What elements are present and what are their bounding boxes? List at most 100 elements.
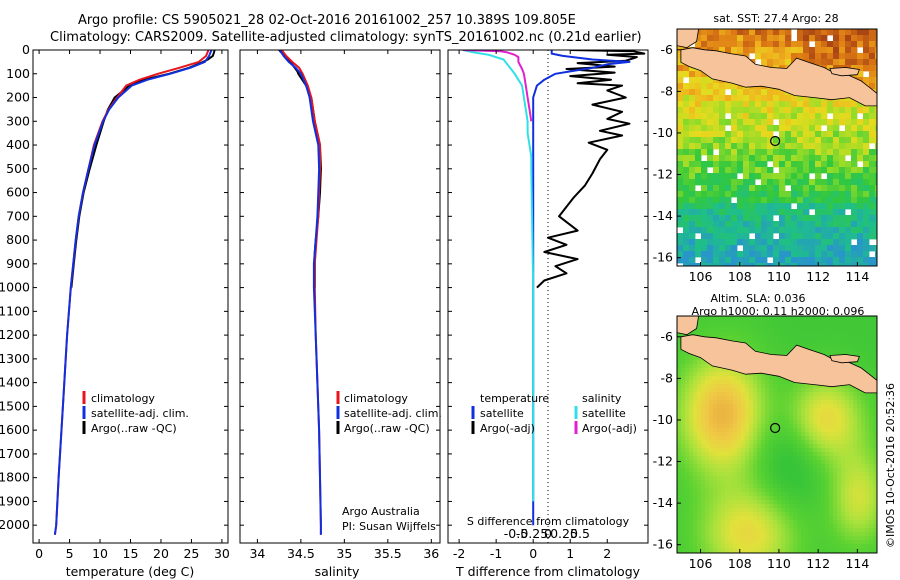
map-cell xyxy=(827,185,834,192)
map-cell xyxy=(789,324,794,329)
map-cell xyxy=(721,416,726,421)
map-cell xyxy=(813,540,818,545)
map-cell xyxy=(791,137,798,144)
map-cell xyxy=(717,540,722,545)
x-tick-label: 2 xyxy=(603,546,611,561)
map-cell xyxy=(815,107,822,114)
map-cell xyxy=(857,59,864,66)
map-cell xyxy=(837,328,842,333)
x-tick-label: 110 xyxy=(767,556,791,571)
map-cell xyxy=(681,472,686,477)
map-cell xyxy=(825,436,830,441)
map-cell xyxy=(785,384,790,389)
map-cell xyxy=(767,149,774,156)
map-cell xyxy=(707,143,714,150)
map-cell xyxy=(745,328,750,333)
map-cell xyxy=(863,65,870,72)
map-cell xyxy=(709,488,714,493)
map-cell xyxy=(733,492,738,497)
map-cell xyxy=(829,388,834,393)
map-cell xyxy=(689,107,696,114)
map-cell xyxy=(681,424,686,429)
map-cell xyxy=(821,324,826,329)
map-cell xyxy=(777,532,782,537)
map-cell xyxy=(873,496,877,501)
map-cell xyxy=(697,428,702,433)
map-cell xyxy=(681,488,686,493)
map-cell xyxy=(857,444,862,449)
map-cell xyxy=(719,83,726,90)
map-cell xyxy=(743,95,750,102)
map-cell xyxy=(809,332,814,337)
map-cell xyxy=(865,416,870,421)
map-cell xyxy=(757,480,762,485)
map-cell xyxy=(845,496,850,501)
map-cell xyxy=(815,35,822,42)
map-cell xyxy=(689,71,696,78)
map-cell xyxy=(769,532,774,537)
map-cell xyxy=(773,452,778,457)
map-cell xyxy=(849,512,854,517)
map-cell xyxy=(767,95,774,102)
map-cell xyxy=(677,356,682,361)
map-cell xyxy=(781,428,786,433)
map-cell xyxy=(821,336,826,341)
map-cell xyxy=(779,59,786,66)
map-cell xyxy=(789,528,794,533)
map-cell xyxy=(861,480,866,485)
x-tick-label: 15 xyxy=(123,546,139,561)
map-cell xyxy=(743,221,750,228)
map-cell xyxy=(709,532,714,537)
map-cell xyxy=(805,324,810,329)
map-cell xyxy=(813,444,818,449)
map-cell xyxy=(851,185,858,192)
map-cell xyxy=(733,436,738,441)
map-cell xyxy=(805,472,810,477)
map-cell xyxy=(755,125,762,132)
map-cell xyxy=(721,424,726,429)
map-cell xyxy=(757,464,762,469)
map-cell xyxy=(733,484,738,489)
map-cell xyxy=(677,77,684,84)
map-cell xyxy=(805,496,810,501)
map-cell xyxy=(701,203,708,210)
map-cell xyxy=(861,432,866,437)
map-cell xyxy=(869,125,876,132)
map-cell xyxy=(821,344,826,349)
map-cell xyxy=(833,420,838,425)
map-cell xyxy=(693,416,698,421)
map-cell xyxy=(685,388,690,393)
map-cell xyxy=(719,185,726,192)
map-cell xyxy=(865,368,870,373)
map-cell xyxy=(713,221,720,228)
map-cell xyxy=(737,464,742,469)
map-cell xyxy=(845,448,850,453)
map-cell xyxy=(713,384,718,389)
map-cell xyxy=(757,372,762,377)
map-cell xyxy=(865,400,870,405)
map-cell xyxy=(849,468,854,473)
map-cell xyxy=(761,472,766,477)
map-cell xyxy=(713,444,718,449)
map-cell xyxy=(815,257,822,264)
map-cell xyxy=(821,35,828,42)
map-cell xyxy=(779,113,786,120)
map-cell xyxy=(809,544,814,549)
map-cell xyxy=(745,484,750,489)
map-cell xyxy=(815,239,822,246)
map-cell xyxy=(793,472,798,477)
map-cell xyxy=(745,444,750,449)
map-cell xyxy=(797,436,802,441)
map-cell xyxy=(705,468,710,473)
map-cell xyxy=(845,340,850,345)
map-cell xyxy=(741,324,746,329)
map-cell xyxy=(683,239,690,246)
map-cell xyxy=(761,416,766,421)
map-cell xyxy=(707,185,714,192)
map-cell xyxy=(681,532,686,537)
map-cell xyxy=(841,528,846,533)
map-cell xyxy=(839,221,846,228)
map-cell xyxy=(749,197,756,204)
map-cell xyxy=(701,512,706,517)
map-cell xyxy=(693,436,698,441)
